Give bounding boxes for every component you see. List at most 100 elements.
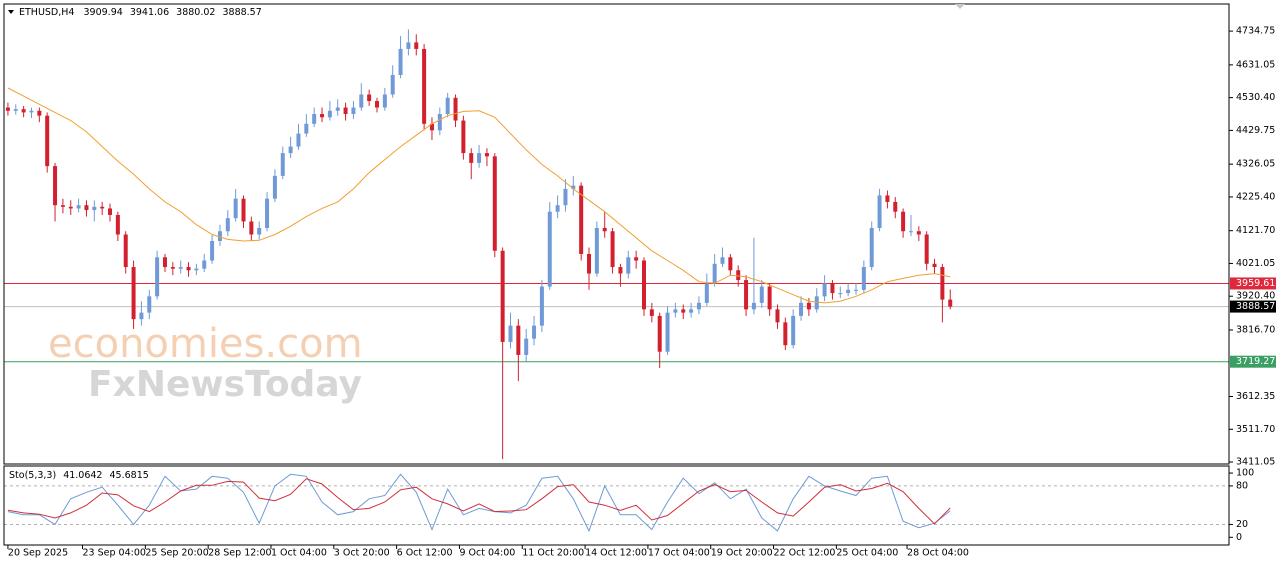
candle-body: [37, 110, 42, 116]
candle-body: [422, 48, 427, 124]
price-level-label: 3719.27: [1236, 356, 1275, 367]
candle-body: [343, 107, 348, 115]
candle-body: [5, 107, 10, 111]
shift-marker: [955, 4, 965, 9]
y-tick-label: 4021.05: [1236, 258, 1275, 269]
candle-body: [948, 299, 953, 307]
candle-body: [53, 166, 58, 206]
candle-body: [901, 211, 906, 232]
candle-body: [618, 267, 623, 274]
watermark: economies.com: [48, 321, 363, 367]
candle-body: [131, 267, 136, 320]
price-level-label: 3888.57: [1236, 301, 1275, 312]
x-tick-label: 19 Oct 20:00: [711, 548, 773, 559]
y-tick-label: 3411.05: [1236, 457, 1275, 468]
y-tick-label: 3612.35: [1236, 391, 1275, 402]
candle-body: [233, 198, 238, 219]
candle-body: [555, 205, 560, 212]
y-tick-label: 4734.75: [1236, 26, 1275, 37]
y-tick-label: 3511.70: [1236, 424, 1275, 435]
marks-group: [5, 29, 953, 533]
candle-body: [634, 257, 639, 261]
candle-body: [406, 42, 411, 49]
candle-body: [29, 110, 34, 113]
candle-body: [806, 302, 811, 310]
candle-body: [571, 185, 576, 189]
candle-body: [516, 325, 521, 355]
indicator-d-value: 45.6815: [110, 470, 149, 481]
header-low: 3880.02: [176, 7, 215, 18]
indicator-header: Sto(5,3,3) 41.0642 45.6815: [9, 470, 149, 481]
x-tick-label: 14 Oct 12:00: [585, 548, 647, 559]
candle-body: [539, 286, 544, 326]
candle-body: [916, 231, 921, 235]
candle-body: [21, 109, 26, 113]
candle-body: [751, 302, 756, 310]
header-high: 3941.06: [130, 7, 169, 18]
candle-body: [162, 257, 167, 268]
candle-body: [492, 156, 497, 251]
candle-body: [861, 267, 866, 290]
stochastic-k: [7, 473, 951, 533]
candle-body: [484, 153, 489, 157]
candle-body: [398, 48, 403, 75]
candle-body: [940, 267, 945, 300]
candle-body: [791, 315, 796, 346]
indicator-y-tick-label: 100: [1236, 468, 1254, 479]
candle-body: [854, 289, 859, 291]
candle-body: [123, 234, 128, 268]
candle-body: [45, 115, 50, 167]
candle-body: [877, 195, 882, 228]
candle-body: [429, 123, 434, 131]
candle-body: [320, 114, 325, 118]
x-tick-label: 28 Sep 12:00: [208, 548, 271, 559]
candle-body: [665, 312, 670, 352]
candle-body: [390, 74, 395, 95]
price-level-tag: [1230, 277, 1276, 290]
candle-body: [524, 338, 529, 355]
candle-body: [351, 107, 356, 115]
indicator-y-tick-label: 20: [1236, 519, 1248, 530]
candle-body: [100, 206, 105, 209]
candle-body: [932, 263, 937, 268]
candle-body: [461, 120, 466, 154]
y-tick-label: 4530.40: [1236, 92, 1275, 103]
price-level-tag: [1230, 300, 1276, 313]
candle-body: [783, 322, 788, 346]
candle-body: [689, 309, 694, 313]
candle-body: [13, 109, 18, 111]
candle-body: [414, 42, 419, 49]
x-tick-label: 1 Oct 04:00: [271, 548, 327, 559]
candle-body: [579, 185, 584, 255]
grid-group: [4, 282, 1229, 525]
candle-body: [359, 94, 364, 108]
candle-body: [76, 205, 81, 209]
candle-body: [869, 227, 874, 268]
stochastic-d: [7, 478, 951, 525]
candle-body: [194, 268, 199, 271]
x-tick-label: 3 Oct 20:00: [334, 548, 390, 559]
candle-body: [60, 205, 65, 207]
candle-body: [327, 110, 332, 118]
candle-body: [626, 257, 631, 274]
candle-body: [759, 286, 764, 303]
candle-body: [225, 218, 230, 232]
candle-body: [924, 234, 929, 264]
candle-body: [477, 153, 482, 163]
candle-body: [445, 97, 450, 115]
candle-body: [500, 250, 505, 342]
candle-body: [838, 293, 843, 295]
candle-body: [367, 94, 372, 102]
candle-body: [147, 296, 152, 313]
candle-body: [115, 214, 120, 235]
candle-body: [673, 309, 678, 313]
candle-body: [649, 309, 654, 316]
price-level-tag: [1230, 355, 1276, 368]
candle-body: [108, 208, 113, 215]
candle-body: [186, 267, 191, 271]
candle-body: [155, 257, 160, 297]
plot-frame: [3, 3, 1230, 465]
header-close: 3888.57: [222, 7, 261, 18]
y-tick-label: 4631.05: [1236, 59, 1275, 70]
chart-title: ETHUSD,H4: [19, 7, 74, 18]
